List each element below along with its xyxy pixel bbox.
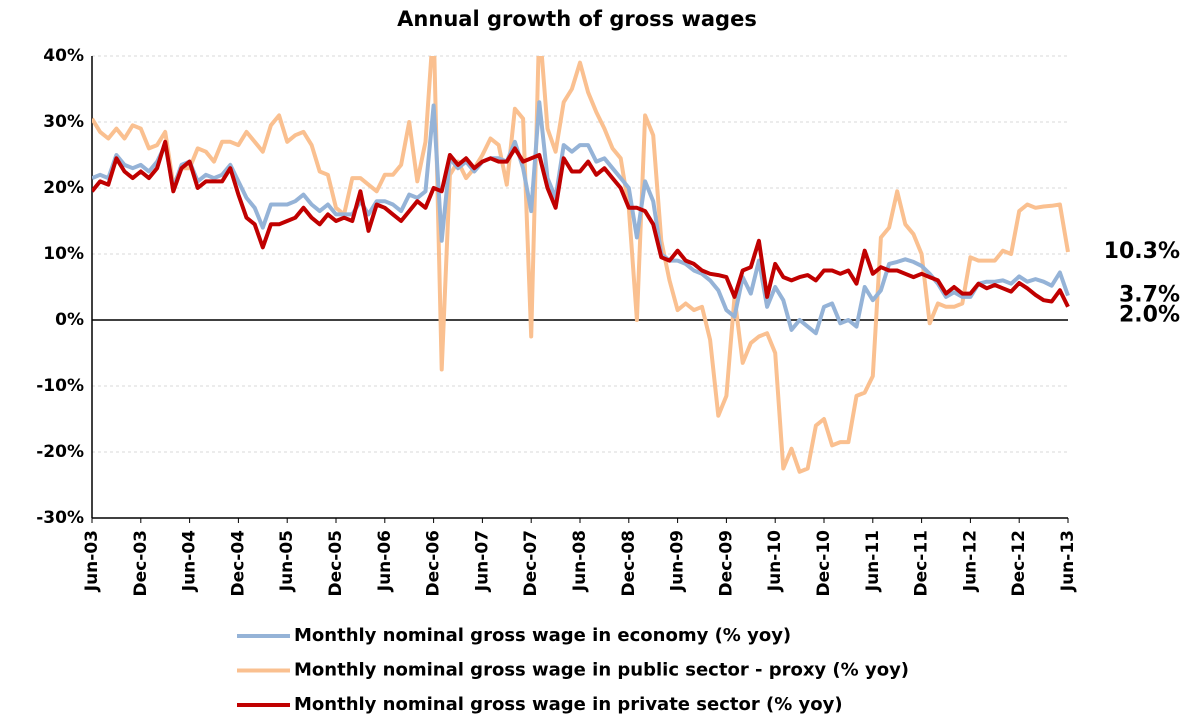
x-tick-label: Dec-12	[1009, 530, 1029, 596]
x-tick-label: Dec-04	[228, 530, 248, 597]
y-tick-label: 0%	[55, 310, 84, 330]
series-line	[92, 100, 1070, 336]
legend-label: Monthly nominal gross wage in private se…	[294, 694, 843, 715]
x-tick-label: Jun-11	[863, 530, 883, 592]
chart-title: Annual growth of gross wages	[397, 7, 757, 31]
x-tick-label: Dec-11	[912, 530, 932, 596]
y-tick-label: -30%	[36, 508, 84, 528]
x-tick-label: Jun-08	[570, 530, 590, 592]
y-tick-label: 40%	[43, 46, 84, 66]
end-label: 2.0%	[1119, 303, 1180, 328]
x-tick-label: Jun-06	[375, 530, 395, 592]
x-tick-label: Dec-08	[619, 530, 639, 596]
x-tick-label: Jun-10	[765, 530, 785, 592]
x-tick-label: Jun-05	[277, 530, 297, 592]
y-tick-label: 20%	[43, 178, 84, 198]
y-tick-label: 10%	[43, 244, 84, 264]
legend-label: Monthly nominal gross wage in economy (%…	[294, 625, 791, 646]
y-tick-label: -20%	[36, 442, 84, 462]
x-tick-label: Jun-13	[1058, 530, 1078, 592]
x-tick-label: Dec-07	[521, 530, 541, 596]
legend-label: Monthly nominal gross wage in public sec…	[294, 660, 909, 681]
x-tick-label: Dec-10	[814, 530, 834, 597]
end-label: 3.7%	[1119, 283, 1180, 308]
x-tick-label: Dec-06	[424, 530, 444, 596]
x-tick-label: Dec-05	[326, 530, 346, 596]
x-tick-label: Dec-09	[716, 530, 736, 596]
x-tick-label: Jun-12	[960, 530, 980, 592]
y-tick-label: 30%	[43, 112, 84, 132]
series-line	[92, 139, 1070, 308]
x-tick-label: Jun-03	[82, 530, 102, 592]
x-tick-label: Jun-04	[180, 530, 200, 592]
x-tick-label: Dec-03	[131, 530, 151, 596]
end-label: 10.3%	[1104, 239, 1180, 264]
series-line	[92, 56, 1070, 474]
y-tick-label: -10%	[36, 376, 84, 396]
x-tick-label: Jun-07	[472, 530, 492, 592]
x-tick-label: Jun-09	[668, 530, 688, 592]
